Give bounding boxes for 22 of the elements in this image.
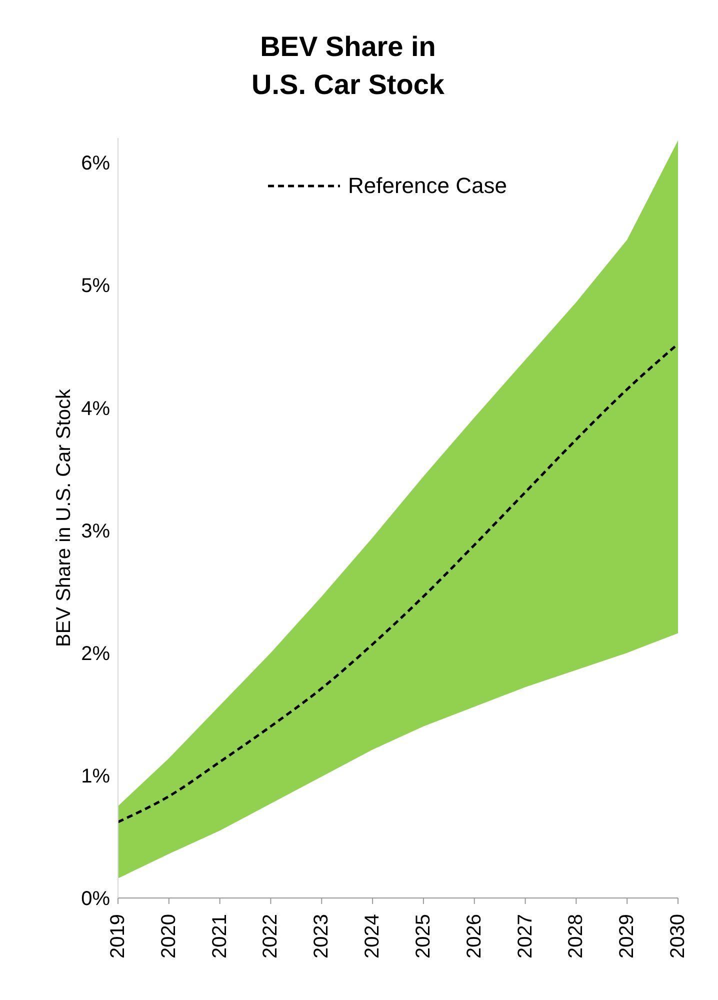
y-tick-label: 2% [81,642,110,665]
y-tick-label: 6% [81,152,110,175]
x-tick-label: 2024 [362,914,384,958]
x-tick-label: 2030 [667,914,689,958]
x-tick-label: 2025 [412,914,434,958]
x-tick-label: 2020 [158,914,180,958]
x-tick-label: 2023 [310,914,333,958]
x-tick-label: 2021 [208,914,231,958]
y-tick-label: 0% [81,888,110,910]
y-axis-title: BEV Share in U.S. Car Stock [53,388,76,647]
chart-title: BEV Share in U.S. Car Stock [250,30,446,102]
x-tick-label: 2026 [463,914,486,958]
legend-label: Reference Case [348,173,507,199]
x-tick-label: 2027 [514,914,536,958]
x-tick-label: 2029 [616,914,638,958]
x-tick-label: 2019 [107,914,129,958]
y-tick-label: 4% [81,398,110,420]
x-tick-label: 2022 [260,914,282,958]
y-tick-label: 5% [81,275,110,298]
y-tick-label: 3% [81,520,110,542]
x-tick-label: 2028 [565,914,588,958]
y-tick-label: 1% [81,766,110,788]
